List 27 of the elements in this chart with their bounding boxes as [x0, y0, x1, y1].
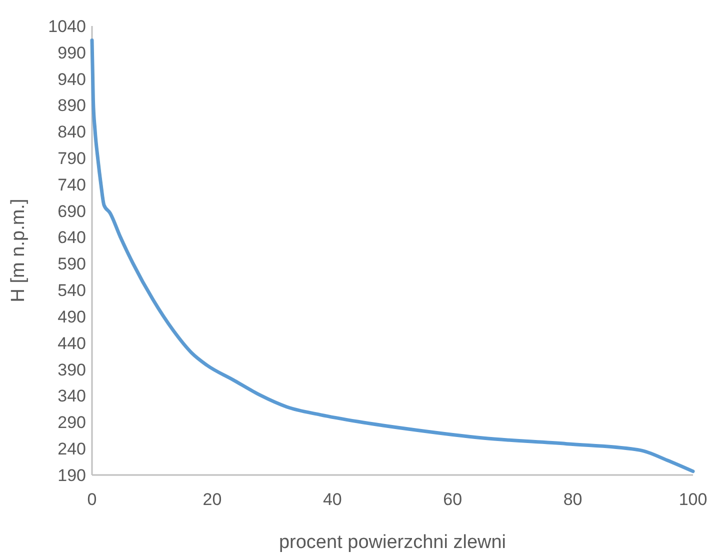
y-tick-label: 590	[58, 254, 86, 274]
y-tick-label: 740	[58, 175, 86, 194]
y-tick-label: 840	[58, 122, 86, 142]
line-series	[90, 38, 695, 474]
y-tick-label: 540	[58, 281, 86, 300]
y-tick-label: 340	[58, 386, 86, 406]
y-tick-label: 990	[58, 43, 86, 62]
y-tick-label: 290	[58, 413, 86, 432]
y-tick-label: 1040	[48, 16, 86, 36]
y-tick-label: 190	[58, 466, 86, 485]
y-tick-label: 640	[58, 228, 86, 248]
y-tick-label: 240	[58, 440, 86, 459]
x-tick-label: 60	[443, 490, 462, 509]
y-tick-label: 690	[58, 202, 86, 221]
y-tick-label: 440	[58, 334, 86, 353]
x-tick-label: 100	[678, 490, 708, 509]
x-axis-title: procent powierzchni zlewni	[278, 532, 506, 553]
y-tick-label: 790	[58, 149, 86, 168]
x-tick-label: 0	[87, 490, 97, 509]
y-axis-title: H [m n.p.m.]	[8, 198, 29, 302]
y-tick-label: 490	[58, 307, 86, 326]
y-tick-label: 940	[58, 70, 86, 89]
x-tick-label: 20	[202, 490, 222, 509]
x-tick-label: 40	[322, 490, 342, 509]
y-tick-label: 890	[58, 96, 86, 116]
y-tick-label: 390	[58, 360, 86, 380]
x-tick-label: 80	[563, 490, 582, 509]
